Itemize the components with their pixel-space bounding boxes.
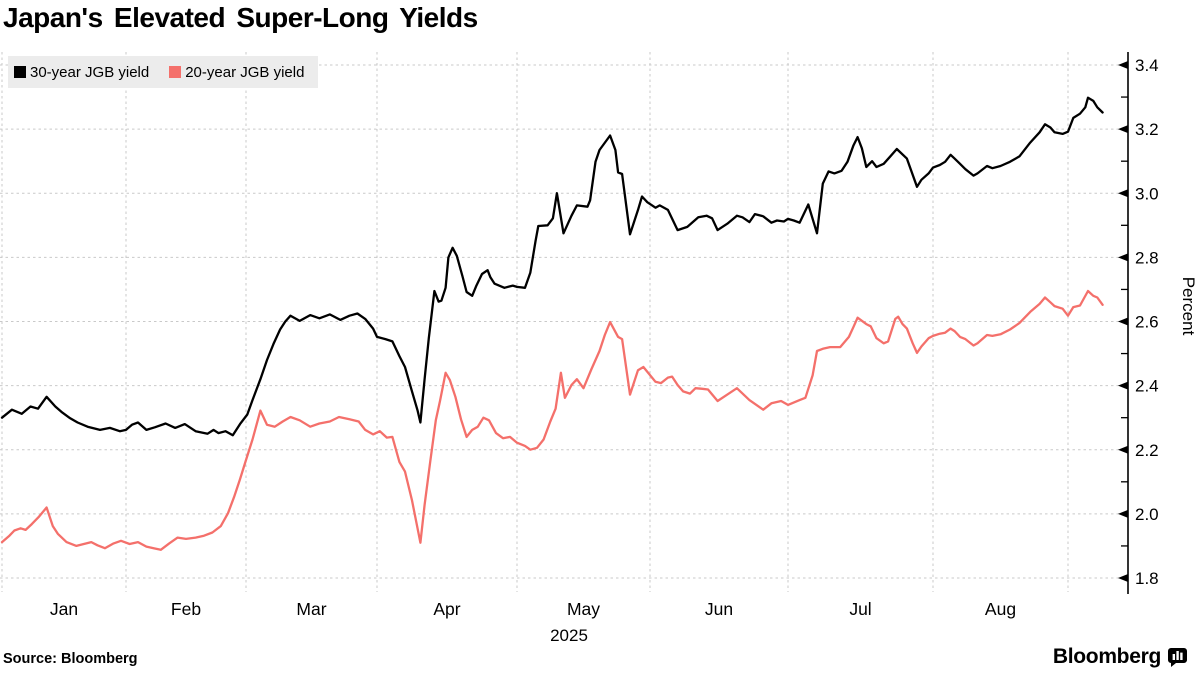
bloomberg-logo-icon (1168, 648, 1187, 667)
x-axis-year-label: 2025 (550, 626, 588, 645)
legend-item-30y: 30-year JGB yield (14, 64, 149, 81)
y-major-tick (1118, 125, 1128, 134)
legend-item-20y: 20-year JGB yield (169, 64, 304, 81)
y-major-tick (1118, 253, 1128, 262)
x-month-label: Apr (433, 599, 460, 619)
legend-swatch-30y-icon (14, 66, 26, 78)
y-tick-label: 2.4 (1135, 377, 1159, 396)
y-tick-label: 3.4 (1135, 56, 1159, 75)
legend-swatch-20y-icon (169, 66, 182, 78)
legend-label-30y: 30-year JGB yield (30, 63, 150, 81)
y-axis-title: Percent (1179, 277, 1198, 336)
x-month-label: Jul (849, 599, 871, 619)
y-tick-label: 2.6 (1135, 313, 1159, 332)
y-major-tick (1118, 509, 1128, 518)
y-major-tick (1118, 61, 1128, 69)
y-tick-label: 2.0 (1135, 505, 1159, 524)
page-title: Japan's Elevated Super-Long Yields (3, 2, 478, 33)
x-month-label: Jun (705, 599, 733, 619)
y-major-tick (1118, 574, 1128, 582)
x-month-label: Feb (171, 599, 201, 619)
series-line-20y (0, 289, 1104, 551)
x-month-label: Aug (985, 599, 1016, 619)
x-month-label: Jan (50, 599, 78, 619)
axis-labels: 1.8 2.0 2.2 2.4 2.6 2.8 3.0 3.2 3.4 Jan Feb Mar Apr M… (50, 56, 1159, 619)
legend-label-20y: 20-year JGB yield (185, 63, 305, 81)
x-month-label: Mar (296, 599, 326, 619)
y-tick-label: 1.8 (1135, 569, 1159, 588)
gridlines (0, 52, 1128, 592)
y-major-tick (1118, 189, 1128, 198)
y-tick-label: 3.2 (1135, 120, 1159, 139)
y-major-tick (1118, 317, 1128, 326)
bloomberg-branding: Bloomberg (1053, 645, 1188, 669)
series-lines (0, 96, 1104, 551)
chart-legend: 30-year JGB yield 20-year JGB yield (8, 56, 319, 88)
y-major-tick (1118, 445, 1128, 454)
y-tick-label: 2.2 (1135, 441, 1159, 460)
source-note: Source: Bloomberg (3, 651, 138, 667)
bloomberg-wordmark: Bloomberg (1052, 645, 1161, 668)
y-axis (1118, 52, 1129, 594)
y-tick-label: 2.8 (1135, 248, 1159, 267)
y-major-tick (1118, 381, 1128, 390)
x-month-label: May (567, 599, 600, 619)
y-tick-label: 3.0 (1135, 184, 1159, 203)
series-line-30y (0, 96, 1104, 437)
